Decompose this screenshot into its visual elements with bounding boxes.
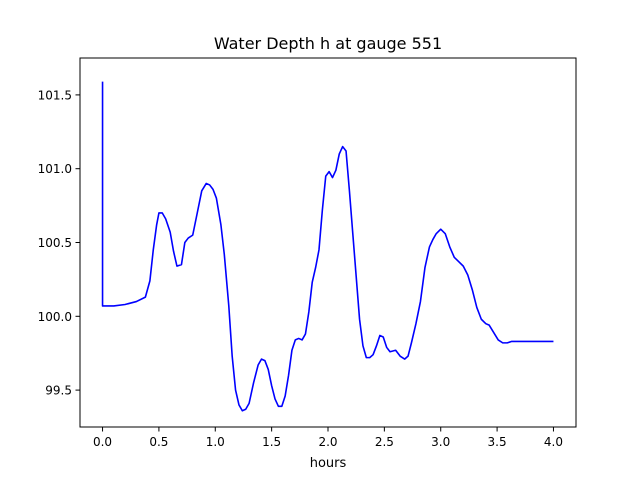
x-axis-label: hours [310, 456, 347, 471]
x-tick-label: 2.0 [318, 435, 337, 449]
x-tick-label: 3.5 [488, 435, 507, 449]
y-tick-label: 100.5 [38, 236, 72, 250]
x-tick-label: 4.0 [544, 435, 563, 449]
y-tick-label: 100.0 [38, 310, 72, 324]
y-tick-label: 101.0 [38, 162, 72, 176]
series-line-1 [101, 81, 554, 412]
x-tick-label: 2.5 [375, 435, 394, 449]
y-tick-label: 99.5 [45, 384, 72, 398]
x-tick-label: 0.0 [93, 435, 112, 449]
x-tick-label: 3.0 [431, 435, 450, 449]
x-tick-label: 0.5 [149, 435, 168, 449]
y-tick-label: 101.5 [38, 88, 72, 102]
x-tick-label: 1.5 [262, 435, 281, 449]
chart-title: Water Depth h at gauge 551 [214, 34, 442, 53]
x-tick-label: 1.0 [206, 435, 225, 449]
